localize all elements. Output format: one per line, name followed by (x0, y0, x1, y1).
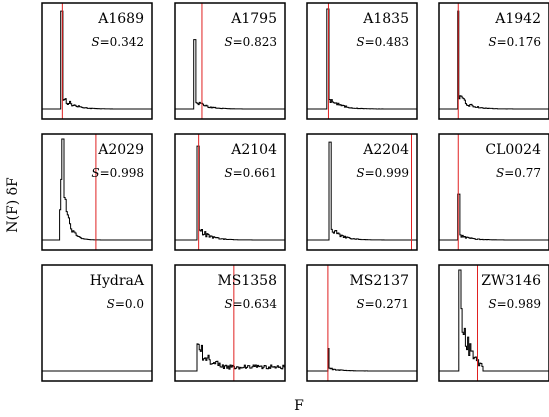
histogram-ms1358 (175, 343, 285, 372)
y-axis-label: N(F) δF (5, 177, 21, 233)
x-axis-label: F (294, 398, 304, 414)
statistic-value: S=0.342 (91, 35, 144, 49)
statistic-value: S=0.989 (488, 297, 541, 311)
panel-frame (438, 2, 549, 120)
panel-hydraa: HydraA S=0.0 (41, 264, 153, 382)
statistic-number: =0.77 (504, 166, 541, 180)
statistic-symbol: S (224, 35, 232, 49)
panel-a1795: A1795 S=0.823 (174, 2, 286, 120)
statistic-number: =0.634 (233, 297, 278, 311)
panel-cl0024: CL0024 S=0.77 (438, 133, 549, 251)
statistic-number: =0.999 (365, 166, 409, 180)
panel-zw3146: ZW3146 S=0.989 (438, 264, 549, 382)
panel-frame (41, 2, 153, 120)
cluster-name: A1942 (494, 11, 541, 27)
panel-a2204: A2204 S=0.999 (306, 133, 418, 251)
cluster-name: A1689 (97, 11, 144, 27)
histogram-ms2137 (307, 348, 417, 372)
statistic-value: S=0.661 (224, 166, 277, 180)
statistic-number: =0.998 (100, 166, 144, 180)
panel-frame (438, 133, 549, 251)
statistic-symbol: S (91, 166, 99, 180)
statistic-symbol: S (224, 297, 232, 311)
statistic-value: S=0.0 (107, 297, 144, 311)
panel-a1942: A1942 S=0.176 (438, 2, 549, 120)
histogram-a1795 (175, 39, 285, 110)
statistic-symbol: S (107, 297, 115, 311)
panel-frame (306, 133, 418, 251)
statistic-number: =0.176 (497, 35, 541, 49)
panel-ms1358: MS1358 S=0.634 (174, 264, 286, 382)
panel-frame (438, 264, 549, 382)
statistic-symbol: S (91, 35, 99, 49)
panel-frame (174, 133, 286, 251)
histogram-a1689 (42, 10, 152, 110)
statistic-number: =0.0 (115, 297, 144, 311)
statistic-symbol: S (488, 35, 496, 49)
panel-frame (174, 264, 286, 382)
histogram-a1835 (307, 8, 417, 110)
panel-grid: A1689S=0.342A1795S=0.823A1835S=0.483A194… (41, 2, 549, 382)
statistic-symbol: S (496, 166, 504, 180)
cluster-name: A2104 (230, 142, 277, 158)
panel-frame (306, 2, 418, 120)
statistic-value: S=0.77 (496, 166, 541, 180)
panel-frame (41, 133, 153, 251)
statistic-number: =0.823 (233, 35, 277, 49)
histogram-a2204 (307, 141, 417, 241)
statistic-value: S=0.176 (488, 35, 541, 49)
statistic-symbol: S (224, 166, 232, 180)
panel-frame (174, 2, 286, 120)
statistic-value: S=0.483 (356, 35, 409, 49)
histogram-cl0024 (439, 193, 549, 241)
histogram-zw3146 (439, 269, 549, 372)
cluster-name: A1835 (362, 11, 409, 27)
cluster-name: MS2137 (349, 273, 409, 289)
statistic-symbol: S (356, 166, 364, 180)
statistic-number: =0.483 (365, 35, 409, 49)
panel-a1835: A1835 S=0.483 (306, 2, 418, 120)
cluster-name: ZW3146 (481, 273, 541, 289)
statistic-value: S=0.634 (224, 297, 277, 311)
histogram-a2104 (175, 145, 285, 241)
histogram-a2029 (42, 138, 152, 241)
statistic-number: =0.271 (365, 297, 409, 311)
cluster-name: A2029 (97, 142, 144, 158)
cluster-name: MS1358 (217, 273, 277, 289)
statistic-symbol: S (356, 297, 364, 311)
statistic-value: S=0.998 (91, 166, 144, 180)
panel-frame (306, 264, 418, 382)
statistic-symbol: S (356, 35, 364, 49)
cluster-name: A1795 (230, 11, 277, 27)
statistic-number: =0.989 (497, 297, 541, 311)
panel-a2104: A2104 S=0.661 (174, 133, 286, 251)
panel-a2029: A2029 S=0.998 (41, 133, 153, 251)
statistic-number: =0.661 (233, 166, 277, 180)
cluster-name: CL0024 (485, 142, 541, 158)
panel-a1689: A1689 S=0.342 (41, 2, 153, 120)
panel-frame (41, 264, 153, 382)
statistic-symbol: S (488, 297, 496, 311)
histogram-a1942 (439, 10, 549, 110)
cluster-name: HydraA (90, 273, 145, 289)
statistic-value: S=0.823 (224, 35, 277, 49)
cluster-name: A2204 (362, 142, 409, 158)
statistic-number: =0.342 (100, 35, 144, 49)
statistic-value: S=0.999 (356, 166, 409, 180)
statistic-value: S=0.271 (356, 297, 409, 311)
panel-ms2137: MS2137 S=0.271 (306, 264, 418, 382)
